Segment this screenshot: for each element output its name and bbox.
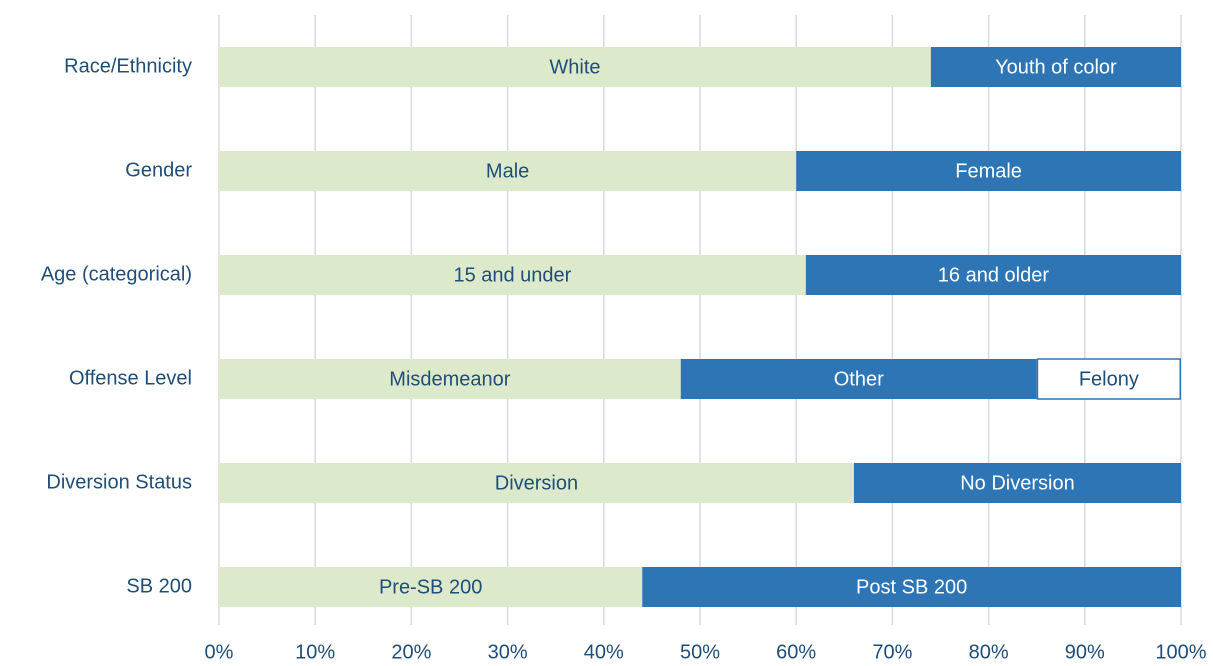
segment-label: Felony — [1079, 368, 1139, 390]
segment-label: 16 and older — [938, 264, 1050, 286]
bar-segment — [219, 567, 643, 607]
segment-label: Diversion — [495, 472, 578, 494]
bar-segment — [930, 47, 1181, 87]
segment-label: 15 and under — [453, 264, 571, 286]
segment-label: White — [549, 56, 600, 78]
x-tick-label: 90% — [1065, 641, 1105, 663]
segment-label: Pre-SB 200 — [379, 576, 482, 598]
bar-segment — [642, 567, 1181, 607]
x-tick-label: 60% — [776, 641, 816, 663]
y-tick-label: Offense Level — [69, 367, 192, 389]
x-tick-label: 40% — [584, 641, 624, 663]
segment-label: Youth of color — [995, 56, 1117, 78]
bar-segment — [796, 151, 1181, 191]
y-tick-label: Gender — [125, 159, 192, 181]
bar-segment — [805, 255, 1181, 295]
bar-segment — [853, 463, 1181, 503]
bar-segment — [219, 359, 681, 399]
segment-label: Female — [955, 160, 1022, 182]
y-tick-label: Diversion Status — [46, 471, 192, 493]
x-tick-label: 80% — [969, 641, 1009, 663]
x-tick-label: 0% — [205, 641, 234, 663]
segment-label: Misdemeanor — [389, 368, 511, 390]
segment-label: Other — [834, 368, 884, 390]
x-tick-label: 10% — [295, 641, 335, 663]
segment-label: Post SB 200 — [856, 576, 967, 598]
bar-segment — [680, 359, 1037, 399]
y-tick-label: Age (categorical) — [41, 263, 192, 285]
y-tick-label: SB 200 — [126, 575, 192, 597]
segment-label: Male — [486, 160, 529, 182]
x-tick-label: 30% — [488, 641, 528, 663]
bar-segment — [219, 47, 931, 87]
bar-segment — [219, 151, 797, 191]
y-tick-label: Race/Ethnicity — [64, 55, 192, 77]
bar-segment — [219, 463, 854, 503]
x-tick-label: 100% — [1155, 641, 1206, 663]
x-tick-label: 20% — [391, 641, 431, 663]
x-tick-label: 70% — [872, 641, 912, 663]
x-tick-label: 50% — [680, 641, 720, 663]
segment-label: No Diversion — [960, 472, 1074, 494]
bar-segment — [1036, 358, 1181, 400]
bar-segment — [219, 255, 806, 295]
